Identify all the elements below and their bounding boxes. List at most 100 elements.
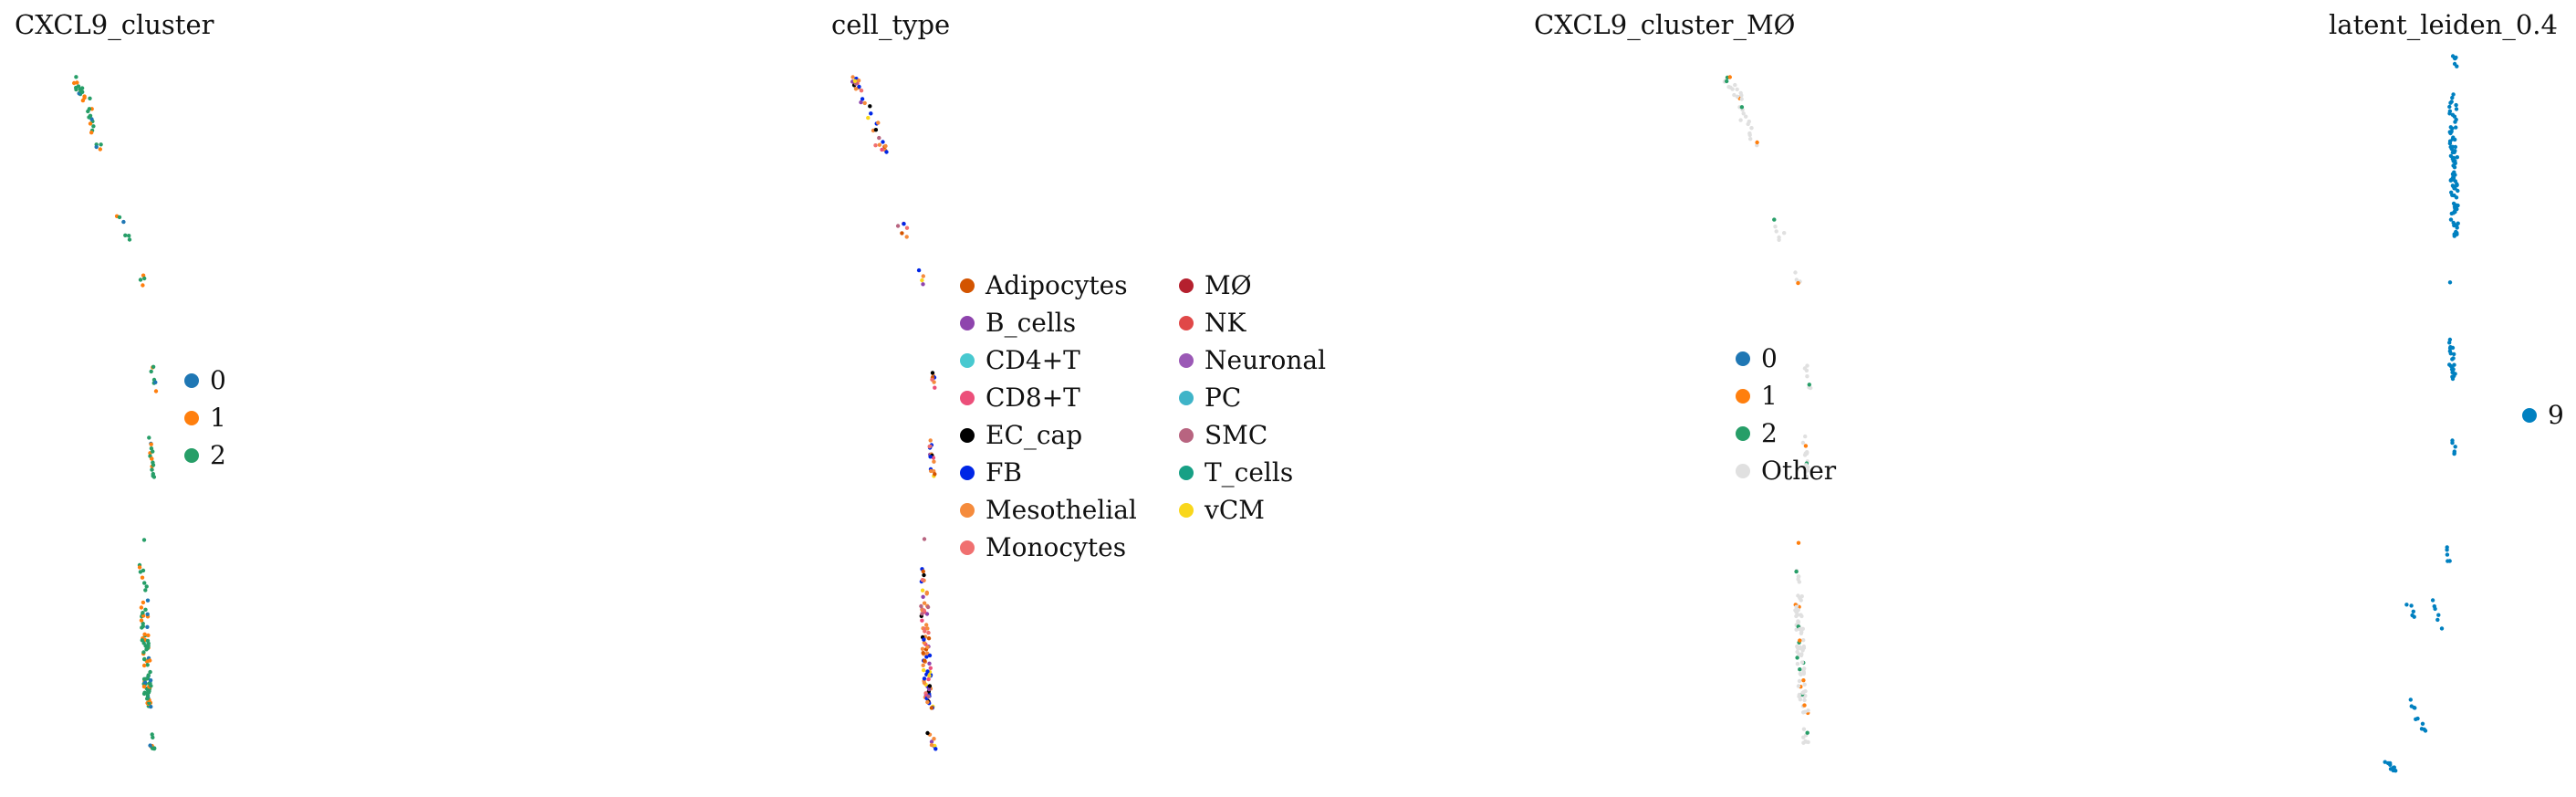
scatter-point [1755,143,1759,148]
scatter-point [1727,75,1732,79]
legend-item: FB [960,457,1022,488]
scatter-point [147,435,151,440]
scatter-point [2447,104,2452,110]
scatter-point [921,594,925,599]
panel-cxcl9-cluster: CXCL9_cluster 0 1 2 [0,0,639,797]
scatter-point [1798,626,1802,632]
scatter-point [87,107,92,111]
legend-swatch [1179,465,1194,480]
scatter-point [1796,593,1800,598]
scatter-point [1794,278,1799,282]
scatter-point [2454,203,2458,207]
scatter-point [916,267,922,273]
legend-label: vCM [1205,495,1265,525]
legend-swatch [1736,351,1750,366]
scatter-point [1799,613,1803,617]
legend-swatch [960,352,975,368]
scatter-point [2451,159,2456,163]
scatter-point [2436,613,2441,617]
scatter-point [2454,117,2458,122]
scatter-point [933,743,937,749]
legend-item: Neuronal [1179,345,1326,375]
scatter-point [880,147,884,152]
scatter-point [1803,434,1808,439]
scatter-point [2430,598,2435,603]
scatter-point [925,604,931,610]
scatter-point [1749,126,1754,131]
scatter-point [2445,552,2450,557]
scatter-point [929,739,934,744]
scatter-point [139,605,144,610]
scatter-point [2447,111,2452,116]
legend-swatch [184,410,199,425]
scatter-point [2454,195,2459,200]
scatter-point [925,626,930,631]
legend-label: 0 [1761,343,1778,373]
scatter-point [857,84,861,89]
scatter-point [1748,137,1753,142]
legend-label: EC_cap [986,420,1083,450]
scatter-point [74,75,78,79]
scatter-point [929,706,934,710]
scatter-point [922,608,926,613]
scatter-point [923,658,927,663]
scatter-point [921,651,925,655]
scatter-point [2455,64,2459,68]
scatter-point [2449,146,2454,152]
scatter-point [2450,345,2456,351]
scatter-point [2452,114,2457,119]
scatter-point [2411,609,2415,613]
scatter-point [928,455,933,459]
scatter-point [868,104,872,109]
legend-item: 1 [184,403,226,433]
legend-label: B_cells [986,308,1077,338]
scatter-point [140,638,144,643]
scatter-point [2388,760,2393,766]
scatter-point [2450,126,2455,131]
scatter-point [2454,206,2459,211]
legend-label: 0 [210,365,226,395]
scatter-point [153,389,159,393]
scatter-point [852,79,858,84]
scatter-point [117,215,122,220]
scatter-point [2448,178,2453,183]
scatter-point [862,100,867,106]
legend-label: 9 [2548,400,2564,430]
scatter-point [932,737,936,741]
scatter-point [149,446,154,451]
scatter-point [145,624,150,629]
panel-latent-leiden: latent_leiden_0.4 9 [2099,0,2576,797]
scatter-point [149,369,153,374]
legend-label: Adipocytes [986,270,1128,300]
scatter-point [141,624,145,629]
scatter-plot [1722,75,1813,745]
scatter-point [1801,670,1806,675]
scatter-point [1797,652,1801,656]
scatter-point [1801,638,1806,643]
scatter-point [2450,440,2455,446]
legend-item: 0 [1736,343,1778,373]
legend-item: 2 [1736,418,1778,448]
scatter-point [1782,231,1787,236]
scatter-point [2447,280,2453,285]
scatter-point [1739,93,1744,98]
legend-label: Monocytes [986,532,1127,562]
scatter-point [138,278,143,282]
scatter-point [922,667,926,673]
scatter-point [930,377,934,382]
scatter-point [1772,217,1777,222]
legend-swatch [1736,425,1750,441]
scatter-point [1796,280,1800,286]
scatter-point [2453,445,2457,449]
scatter-point [1798,697,1803,702]
scatter-point [2453,232,2457,236]
scatter-point [933,385,937,390]
scatter-point [151,449,155,454]
scatter-point [904,235,909,239]
scatter-point [89,131,94,135]
scatter-point [142,680,148,685]
legend-item: Adipocytes [960,270,1128,300]
panel-title: CXCL9_cluster_MØ [1534,9,1796,40]
legend-item: vCM [1179,495,1265,525]
scatter-point [2435,617,2440,623]
